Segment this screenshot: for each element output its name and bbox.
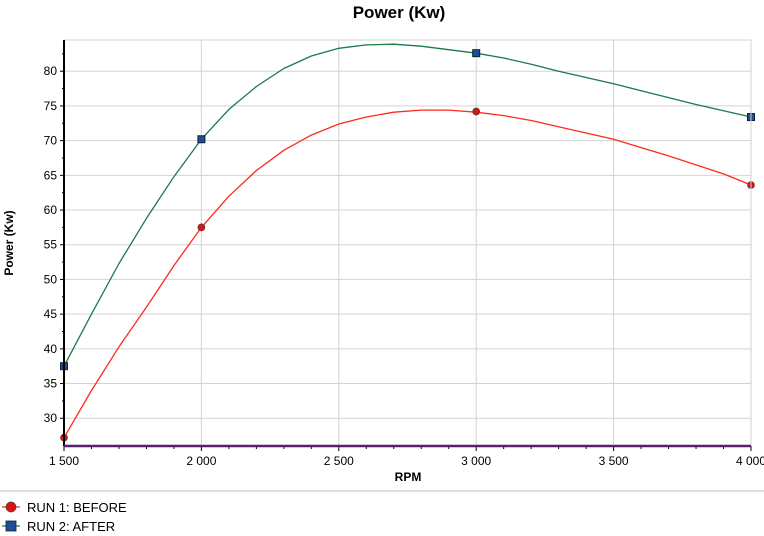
legend: RUN 1: BEFORE RUN 2: AFTER bbox=[2, 500, 127, 534]
legend-label-2: RUN 2: AFTER bbox=[27, 519, 115, 534]
x-tick-label: 3 500 bbox=[599, 454, 629, 468]
y-tick-label: 70 bbox=[44, 134, 58, 148]
chart-title: Power (Kw) bbox=[353, 3, 446, 22]
y-tick-label: 75 bbox=[44, 99, 58, 113]
data-point-square bbox=[472, 49, 481, 58]
data-point-circle bbox=[472, 107, 481, 116]
series-line-1 bbox=[63, 109, 752, 439]
y-axis-label: Power (Kw) bbox=[2, 210, 16, 275]
x-tick-label: 3 000 bbox=[461, 454, 491, 468]
legend-marker-square bbox=[5, 520, 17, 532]
series-layer bbox=[60, 43, 755, 442]
y-tick-label: 65 bbox=[44, 168, 58, 182]
y-tick-label: 60 bbox=[44, 203, 58, 217]
x-tick-label: 4 000 bbox=[736, 454, 764, 468]
legend-marker-circle bbox=[5, 501, 17, 513]
grid-lines bbox=[63, 40, 752, 446]
y-tick-label: 55 bbox=[44, 238, 58, 252]
legend-label-1: RUN 1: BEFORE bbox=[27, 500, 127, 515]
data-point-circle bbox=[197, 223, 206, 232]
x-tick-label: 2 000 bbox=[186, 454, 216, 468]
y-tick-labels: 30 35 40 45 50 55 60 65 70 75 80 bbox=[44, 64, 58, 425]
x-tick-labels: 1 500 2 000 2 500 3 000 3 500 4 000 bbox=[49, 454, 764, 468]
y-tick-label: 50 bbox=[44, 272, 58, 286]
x-axis-label: RPM bbox=[395, 470, 422, 484]
y-tick-label: 40 bbox=[44, 342, 58, 356]
x-tick-label: 1 500 bbox=[49, 454, 79, 468]
y-tick-label: 45 bbox=[44, 307, 58, 321]
data-point-square bbox=[197, 135, 206, 144]
y-tick-label: 80 bbox=[44, 64, 58, 78]
series-line-2 bbox=[63, 43, 752, 367]
y-tick-label: 35 bbox=[44, 377, 58, 391]
y-tick-label: 30 bbox=[44, 411, 58, 425]
x-tick-label: 2 500 bbox=[324, 454, 354, 468]
axes bbox=[60, 39, 752, 451]
